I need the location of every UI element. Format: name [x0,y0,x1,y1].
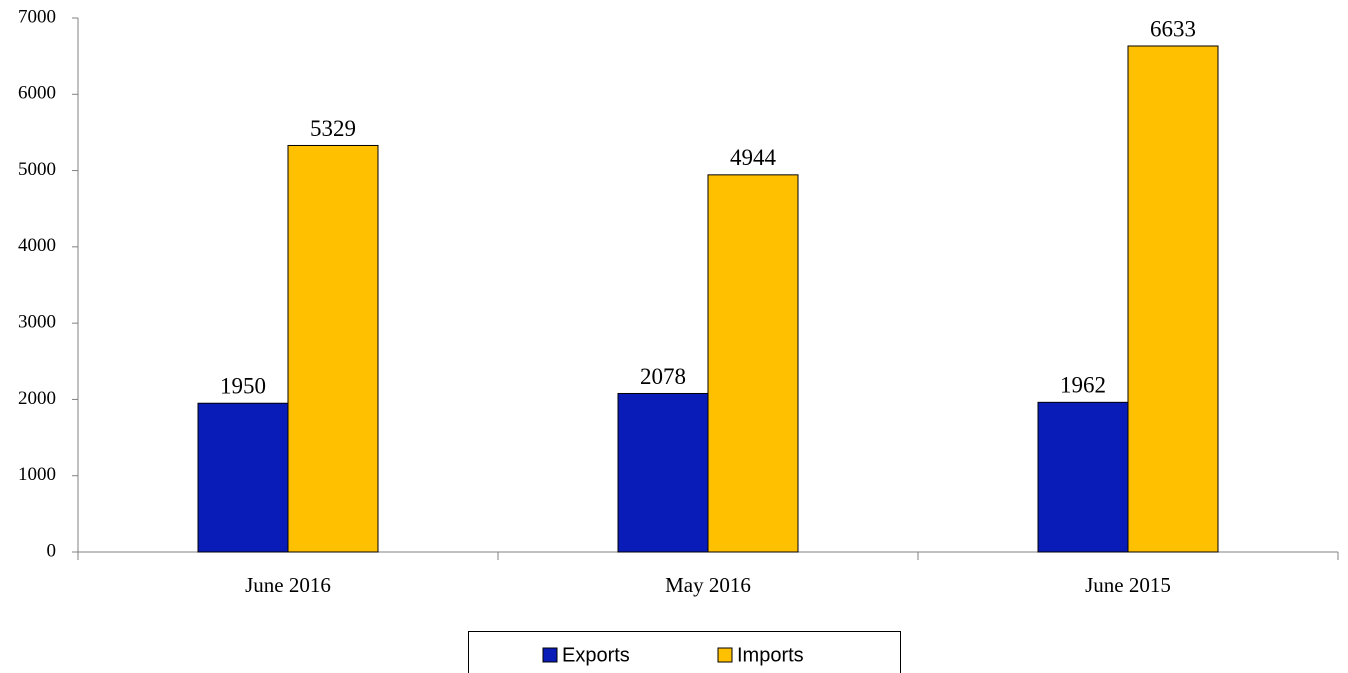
bar [617,392,709,553]
legend-swatch [717,647,733,663]
data-label: 1950 [220,374,266,399]
legend-label: Exports [562,644,630,666]
data-label: 1962 [1060,373,1106,398]
x-tick-label: June 2015 [1085,573,1171,597]
legend-label: Imports [737,644,804,666]
y-tick-label: 4000 [18,235,56,256]
legend-swatch [542,647,558,663]
bar [197,402,289,553]
legend-box [468,631,901,673]
y-tick-label: 5000 [18,159,56,180]
y-tick-label: 7000 [18,6,56,27]
data-label: 2078 [640,364,686,389]
bar [1127,45,1219,553]
bar [1037,401,1129,553]
y-tick-label: 1000 [18,464,56,485]
x-tick-label: June 2016 [245,573,331,597]
data-label: 5329 [310,116,356,141]
bar [707,174,799,553]
y-tick-label: 0 [47,540,57,561]
y-tick-label: 2000 [18,388,56,409]
x-tick-label: May 2016 [665,573,751,597]
y-tick-label: 6000 [18,83,56,104]
y-tick-label: 3000 [18,312,56,333]
data-label: 4944 [730,145,777,170]
data-label: 6633 [1150,16,1196,41]
bar [287,144,379,553]
